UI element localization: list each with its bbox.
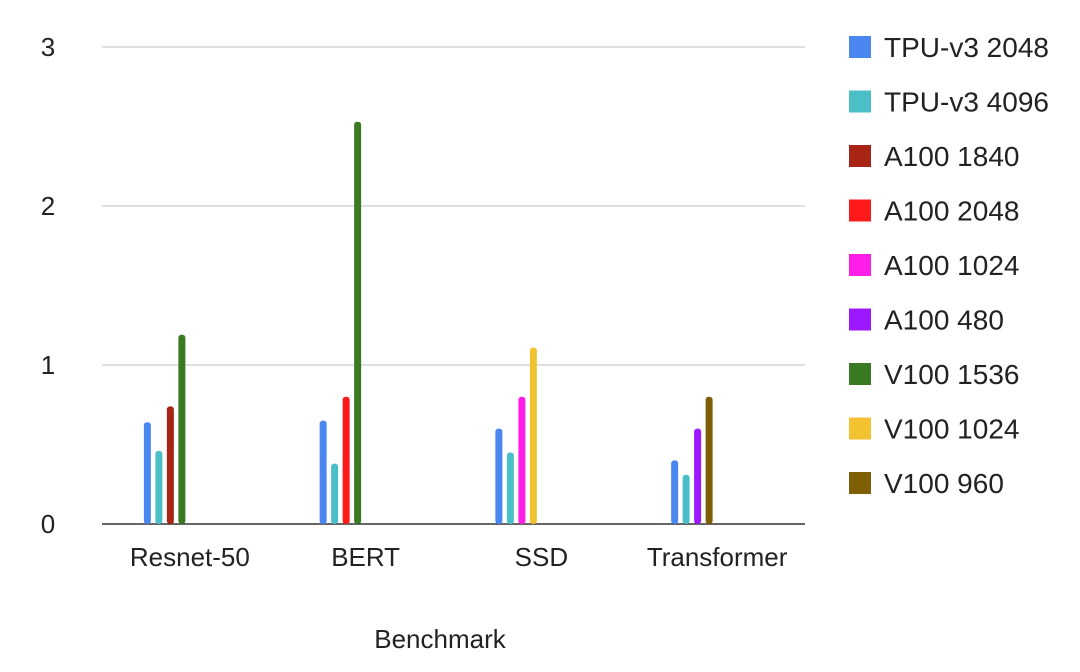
bar-a100-1024-ssd [518,396,526,524]
x-tick-label: Resnet-50 [130,542,250,572]
y-tick-label: 1 [41,350,55,380]
legend-label: V100 960 [884,468,1004,499]
legend-label: A100 2048 [884,196,1019,227]
legend-label: V100 1024 [884,414,1019,445]
bar-tpu-v3-2048-resnet-50 [143,422,151,524]
legend-item: V100 1536 [849,359,1019,390]
legend-item: A100 1840 [849,141,1019,172]
legend: TPU-v3 2048 TPU-v3 4096 A100 1840 A100 2048… [849,32,1049,499]
y-tick-label: 2 [41,191,55,221]
legend-label: V100 1536 [884,359,1019,390]
y-tick-label: 3 [41,32,55,62]
x-tick-label: Transformer [647,542,788,572]
legend-swatch [849,36,871,58]
legend-label: A100 1840 [884,141,1019,172]
legend-label: TPU-v3 4096 [884,87,1049,118]
legend-label: TPU-v3 2048 [884,32,1049,63]
legend-swatch [849,199,871,222]
x-axis-title: Benchmark [374,624,506,654]
bar-tpu-v3-2048-bert [319,420,327,524]
bar-v100-960-transformer [705,396,713,524]
bar-tpu-v3-4096-transformer [682,474,690,524]
bar-tpu-v3-2048-ssd [495,428,503,524]
bar-a100-480-transformer [694,428,702,524]
legend-swatch [849,417,871,440]
bar-tpu-v3-2048-transformer [671,460,679,524]
legend-swatch [849,472,871,494]
bar-v100-1024-ssd [529,347,537,524]
legend-item: TPU-v3 4096 [849,87,1049,118]
bar-tpu-v3-4096-bert [331,463,339,524]
legend-swatch [849,90,871,113]
bar-v100-1536-bert [354,121,362,524]
bar-tpu-v3-4096-resnet-50 [155,450,163,524]
y-axis-ticks: 0 1 2 3 [41,32,55,539]
legend-item: A100 480 [849,305,1004,336]
grid-lines [102,46,805,525]
bar-v100-1536-resnet-50 [178,334,186,524]
legend-item: A100 2048 [849,196,1019,227]
legend-swatch [849,363,871,385]
legend-item: A100 1024 [849,250,1019,281]
bar-a100-2048-bert [342,396,350,524]
bar-tpu-v3-4096-ssd [506,452,514,524]
x-axis-ticks: Resnet-50 BERT SSD Transformer [130,542,788,572]
legend-item: V100 1024 [849,414,1019,445]
x-tick-label: SSD [515,542,568,572]
legend-item: TPU-v3 2048 [849,32,1049,63]
legend-label: A100 480 [884,305,1004,336]
legend-item: V100 960 [849,468,1004,499]
legend-swatch [849,145,871,167]
y-tick-label: 0 [41,509,55,539]
legend-swatch [849,308,871,331]
bar-a100-1840-resnet-50 [166,406,174,524]
legend-swatch [849,254,871,276]
legend-label: A100 1024 [884,250,1019,281]
bars [143,121,713,524]
x-tick-label: BERT [331,542,400,572]
